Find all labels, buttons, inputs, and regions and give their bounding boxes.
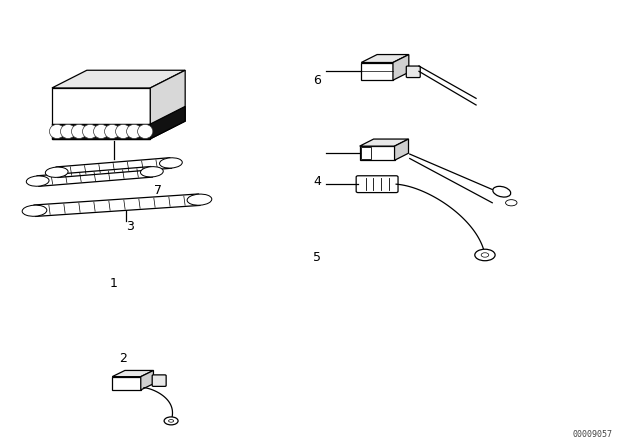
- Polygon shape: [112, 370, 154, 377]
- Ellipse shape: [116, 125, 131, 138]
- Text: 5: 5: [313, 251, 321, 264]
- Text: 2: 2: [120, 353, 127, 366]
- Text: 4: 4: [313, 176, 321, 189]
- Ellipse shape: [138, 125, 153, 138]
- Ellipse shape: [26, 176, 49, 186]
- Polygon shape: [361, 55, 409, 63]
- Ellipse shape: [60, 125, 76, 138]
- Ellipse shape: [83, 125, 98, 138]
- Polygon shape: [150, 106, 185, 139]
- Ellipse shape: [72, 125, 86, 138]
- Polygon shape: [360, 139, 408, 146]
- Polygon shape: [141, 370, 154, 390]
- FancyBboxPatch shape: [152, 375, 166, 386]
- Ellipse shape: [475, 249, 495, 261]
- Ellipse shape: [506, 200, 517, 206]
- Text: 00009057: 00009057: [573, 430, 613, 439]
- Ellipse shape: [104, 125, 120, 138]
- Ellipse shape: [22, 205, 47, 216]
- Polygon shape: [393, 55, 409, 80]
- Ellipse shape: [164, 417, 178, 425]
- Ellipse shape: [49, 125, 65, 138]
- Polygon shape: [150, 70, 185, 139]
- Text: 6: 6: [313, 74, 321, 87]
- Polygon shape: [394, 139, 408, 160]
- Bar: [52, 124, 150, 139]
- Ellipse shape: [127, 125, 142, 138]
- Text: 3: 3: [125, 220, 134, 233]
- FancyBboxPatch shape: [356, 176, 398, 193]
- Text: 1: 1: [110, 277, 118, 290]
- Polygon shape: [52, 70, 185, 88]
- Ellipse shape: [45, 167, 68, 177]
- Ellipse shape: [141, 167, 163, 177]
- Text: 7: 7: [154, 184, 162, 197]
- FancyBboxPatch shape: [406, 66, 420, 78]
- Ellipse shape: [159, 158, 182, 168]
- Ellipse shape: [93, 125, 109, 138]
- Ellipse shape: [493, 186, 511, 197]
- Ellipse shape: [187, 194, 212, 205]
